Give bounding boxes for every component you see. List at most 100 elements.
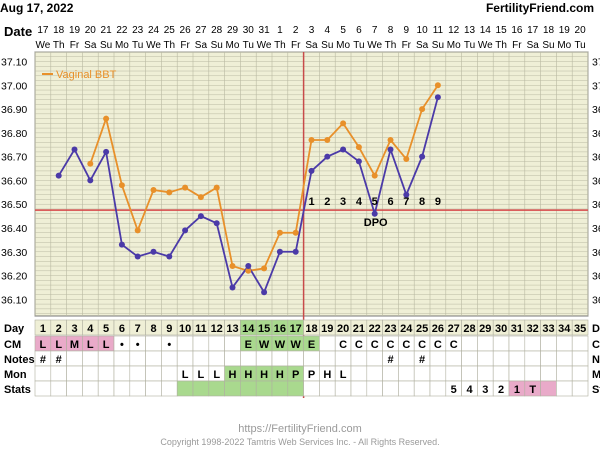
table-stats-value: 2 [498,384,504,396]
row-label-left: CM [4,339,21,351]
table-cell [319,380,336,397]
data-point [213,184,220,191]
table-cell [145,365,162,382]
table-day-value: 30 [495,323,507,335]
table-day-value: 28 [463,323,475,335]
date-day-label: 21 [101,25,113,36]
table-day-value: 10 [179,323,191,335]
table-stats-value: 1 [514,384,520,396]
table-cell [271,380,289,397]
table-notes-value: # [387,354,393,366]
row-label-left: Day [4,323,25,335]
data-point [134,253,141,260]
weekday-label: We [367,40,382,51]
table-day-value: 33 [542,323,554,335]
table-mon-value: H [276,369,284,381]
y-tick-label-left: 36.90 [1,104,27,116]
table-cell [429,380,447,397]
row-label-right: Mon [592,369,600,381]
table-cell [34,380,52,397]
date-day-label: 8 [388,25,394,36]
table-cell [366,350,383,367]
data-point [387,137,394,143]
table-cell [445,350,462,367]
data-point [292,229,299,236]
footer-copyright: Copyright 1998-2022 Tamtris Web Services… [160,437,439,447]
table-cell [571,365,589,382]
footer-url[interactable]: https://FertilityFriend.com [238,423,361,435]
data-point [245,263,252,270]
table-mon-value: L [198,369,205,381]
data-point [166,253,173,260]
table-day-value: 2 [56,323,62,335]
date-day-label: 20 [85,25,97,36]
data-point [387,146,394,153]
site-name[interactable]: FertilityFriend.com [486,1,594,15]
table-cell [508,335,526,352]
data-point [87,160,94,167]
table-cell [129,365,146,382]
weekday-label: Sa [305,40,318,51]
data-point [166,189,173,196]
date-day-label: 20 [575,25,587,36]
table-mon-value: L [340,369,347,381]
table-notes-value: # [56,354,62,366]
data-point [118,241,125,248]
table-cell [350,365,368,382]
row-label-left: Stats [4,384,31,396]
table-cell [477,365,494,382]
table-cell [366,380,383,397]
date-day-label: 30 [243,25,255,36]
weekday-label: Fr [512,40,522,51]
data-point [229,263,236,270]
table-cell [540,380,557,397]
table-day-value: 18 [305,323,317,335]
dpo-number: 2 [324,196,330,208]
table-day-value: 35 [574,323,586,335]
data-point [434,82,441,89]
table-day-value: 29 [479,323,491,335]
data-point [324,137,331,143]
table-cell [540,350,557,367]
table-cm-value: C [418,339,426,351]
y-tick-label-right: 36.50 [592,199,600,211]
data-point [103,115,110,122]
data-point [292,248,299,255]
legend-vaginal-bbt: Vaginal BBT [56,69,117,81]
dpo-number: 5 [372,196,378,208]
date-day-label: 27 [195,25,207,36]
data-point [403,191,410,198]
table-cell [477,350,494,367]
table-cell [97,365,115,382]
date-day-label: 29 [227,25,239,36]
y-tick-label-right: 36.30 [592,247,600,259]
weekday-label: We [257,40,272,51]
table-day-value: 25 [416,323,428,335]
table-cell [540,335,557,352]
dpo-number: 9 [435,196,441,208]
table-cell [461,335,478,352]
weekday-label: Fr [402,40,412,51]
table-notes-value: # [40,354,46,366]
table-day-value: 34 [558,323,571,335]
data-point [182,227,189,234]
data-point [150,186,157,193]
y-tick-label-left: 37.10 [1,57,27,69]
table-cell [461,350,478,367]
table-day-value: 20 [337,323,349,335]
y-tick-label-left: 36.70 [1,152,27,164]
chart-legend: Vaginal BBT [42,69,117,81]
table-cell [492,335,510,352]
table-day-value: 4 [87,323,94,335]
table-cell [382,365,399,382]
data-point [118,182,125,189]
table-cell [82,380,99,397]
table-cell [224,380,241,397]
weekday-label: Th [53,40,65,51]
date-day-label: 2 [293,25,299,36]
y-tick-label-right: 36.20 [592,271,600,283]
table-cell [413,380,431,397]
date-day-label: 16 [511,25,523,36]
date-day-label: 24 [148,25,160,36]
date-day-label: 18 [53,25,65,36]
